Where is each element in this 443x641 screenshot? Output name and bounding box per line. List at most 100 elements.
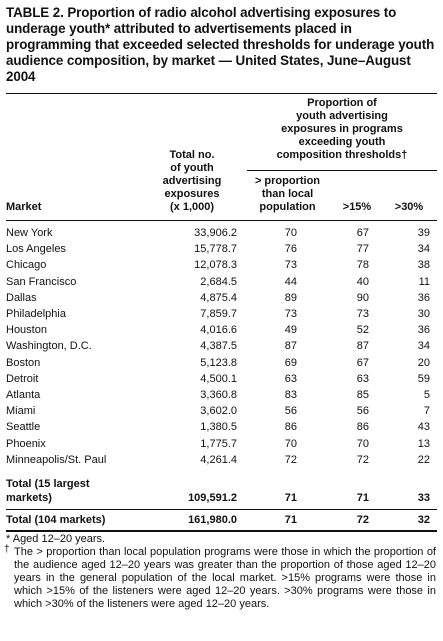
row-total: 12,078.3 [194, 259, 237, 272]
row-local: 69 [284, 356, 297, 369]
row-local: 63 [284, 372, 297, 385]
row-total: 4,500.1 [200, 372, 237, 385]
total104-label: Total (104 markets) [6, 514, 106, 526]
row-market: Dallas [6, 291, 37, 304]
row-market: Miami [6, 405, 36, 418]
row-p15: 86 [356, 421, 369, 434]
row-total: 3,360.8 [200, 389, 237, 401]
row-local: 72 [284, 453, 297, 466]
row-p30: 22 [417, 453, 430, 466]
row-p30: 39 [417, 227, 430, 239]
row-market: Minneapolis/St. Paul [6, 453, 107, 466]
row-local: 73 [284, 308, 297, 320]
row-p15: 56 [356, 405, 369, 418]
header-15: >15% [342, 201, 372, 213]
row-p15: 78 [356, 259, 369, 272]
row-p30: 7 [423, 405, 430, 418]
row-local: 70 [284, 437, 297, 450]
row-total: 15,778.7 [194, 243, 237, 256]
row-p30: 30 [417, 308, 430, 320]
row-p15: 67 [356, 227, 369, 239]
row-market: Atlanta [6, 389, 41, 401]
header-group-line5: composition thresholds† [276, 149, 408, 161]
total104-p30: 32 [417, 514, 430, 526]
row-p15: 87 [356, 340, 369, 353]
row-market: Washington, D.C. [6, 340, 92, 353]
header-local-line1: > proportion [254, 175, 321, 187]
row-local: 89 [284, 291, 297, 304]
row-p30: 34 [417, 243, 430, 256]
row-p15: 73 [356, 308, 369, 320]
header-local-line2: than local [261, 188, 314, 200]
row-total: 4,016.6 [200, 324, 237, 337]
row-total: 5,123.8 [200, 356, 237, 369]
row-local: 86 [284, 421, 297, 434]
row-local: 87 [284, 340, 297, 353]
row-p30: 38 [417, 259, 430, 272]
row-p30: 59 [417, 372, 430, 385]
row-market: Chicago [6, 259, 47, 272]
footnote-dagger-text: The > proportion than local population p… [14, 546, 436, 610]
row-market: New York [6, 227, 53, 239]
row-market: Seattle [6, 421, 41, 434]
row-market: Boston [6, 356, 41, 369]
header-total-line3: advertising [162, 175, 222, 187]
total104-local: 71 [284, 514, 297, 526]
row-p15: 72 [356, 453, 369, 466]
header-group-line1: Proportion of [307, 97, 377, 109]
row-local: 44 [284, 275, 297, 288]
row-local: 56 [284, 405, 297, 418]
header-group-line3: exposures in programs [281, 123, 403, 135]
row-local: 76 [284, 243, 297, 256]
header-market: Market [6, 201, 42, 213]
row-p15: 77 [356, 243, 369, 256]
total15-local: 71 [284, 492, 297, 504]
row-total: 33,906.2 [194, 227, 237, 239]
row-total: 2,684.5 [200, 275, 237, 288]
row-p30: 36 [417, 324, 430, 337]
row-total: 3,602.0 [200, 405, 237, 418]
row-market: Detroit [6, 372, 39, 385]
total15-label-line1: Total (15 largest [6, 478, 90, 490]
row-p30: 20 [417, 356, 430, 369]
row-market: San Francisco [6, 275, 77, 288]
row-p30: 36 [417, 291, 430, 304]
footnote-star: * Aged 12–20 years. [6, 533, 106, 545]
total15-total: 109,591.2 [188, 492, 237, 504]
header-total-line2: of youth [170, 162, 214, 174]
row-p15: 90 [356, 291, 369, 304]
row-p15: 40 [356, 275, 369, 288]
row-market: Houston [6, 324, 47, 337]
group-header-rule [247, 170, 437, 171]
total15-label-line2: markets) [6, 492, 52, 504]
row-market: Phoenix [6, 437, 46, 450]
header-total-line4: exposures [164, 188, 220, 200]
row-p30: 13 [417, 437, 430, 450]
row-p30: 34 [417, 340, 430, 353]
row-p15: 67 [356, 356, 369, 369]
header-group-line2: youth advertising [296, 110, 388, 122]
row-p30: 5 [423, 389, 430, 401]
row-local: 83 [284, 389, 297, 401]
header-total-line1: Total no. [169, 149, 215, 161]
row-market: Philadelphia [6, 308, 66, 320]
row-local: 49 [284, 324, 297, 337]
row-total: 1,380.5 [200, 421, 237, 434]
row-total: 7,859.7 [200, 308, 237, 320]
row-p30: 11 [418, 275, 430, 288]
row-total: 1,775.7 [200, 437, 237, 450]
footnote-dagger-mark: † [4, 544, 10, 555]
row-market: Los Angeles [6, 243, 66, 256]
header-30: >30% [394, 201, 424, 213]
table-bottom-rule [6, 530, 437, 532]
header-bottom-rule [6, 220, 437, 221]
row-total: 4,387.5 [200, 340, 237, 353]
header-group-line4: exceeding youth [298, 136, 386, 148]
row-total: 4,261.4 [200, 453, 237, 466]
row-p15: 63 [356, 372, 369, 385]
table-title: TABLE 2. Proportion of radio alcohol adv… [6, 5, 435, 84]
totals-divider [6, 509, 437, 510]
row-p30: 43 [417, 421, 430, 434]
total15-p15: 71 [356, 492, 369, 504]
